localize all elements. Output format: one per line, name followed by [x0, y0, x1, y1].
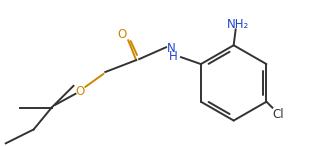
- Text: Cl: Cl: [273, 108, 284, 121]
- Text: H: H: [169, 50, 177, 63]
- Text: NH₂: NH₂: [227, 18, 249, 31]
- Text: O: O: [76, 85, 85, 98]
- Text: N: N: [167, 42, 175, 55]
- Text: O: O: [118, 28, 127, 41]
